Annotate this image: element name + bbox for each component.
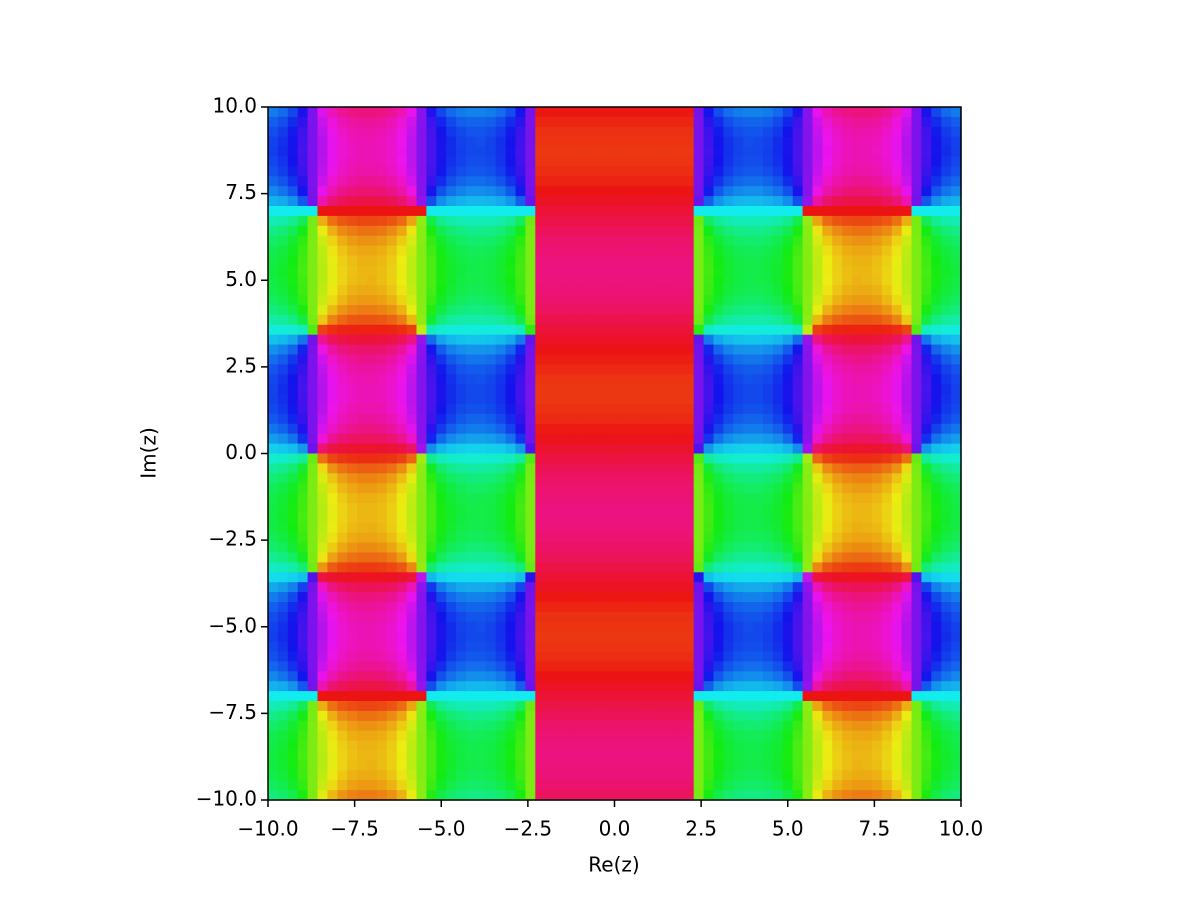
x-tick-label: 5.0 [772, 817, 804, 841]
y-tick-label: 0.0 [225, 440, 257, 464]
x-tick-label: −7.5 [330, 817, 379, 841]
y-axis-label: Im(z) [137, 427, 161, 478]
x-tick-label: −2.5 [504, 817, 553, 841]
y-tick-label: 7.5 [225, 180, 257, 204]
y-tick-label: 2.5 [225, 353, 257, 377]
y-tick-label: −2.5 [208, 527, 257, 551]
y-tick-label: −5.0 [208, 613, 257, 637]
x-tick-label: −10.0 [237, 817, 298, 841]
x-tick-label: −5.0 [417, 817, 466, 841]
x-axis-label: Re(z) [588, 853, 639, 877]
y-tick-label: 10.0 [212, 94, 257, 118]
x-tick-label: 0.0 [599, 817, 631, 841]
x-tick-label: 2.5 [685, 817, 717, 841]
y-tick-label: −7.5 [208, 700, 257, 724]
x-tick-label: 7.5 [858, 817, 890, 841]
y-tick-label: −10.0 [196, 787, 257, 811]
domain-image [268, 107, 962, 801]
x-tick-label: 10.0 [939, 817, 984, 841]
y-tick-label: 5.0 [225, 267, 257, 291]
